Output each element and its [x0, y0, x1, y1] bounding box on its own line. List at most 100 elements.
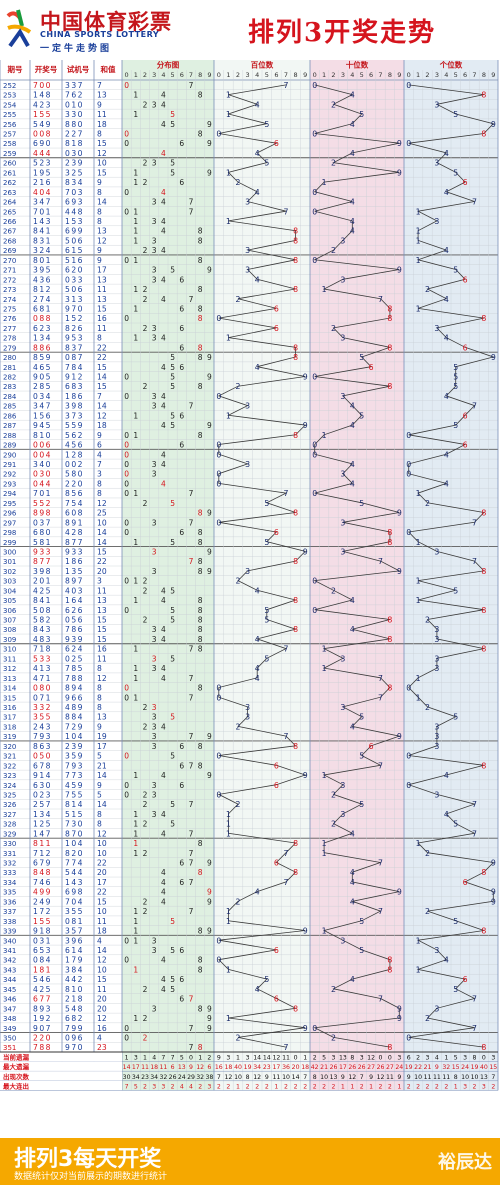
sum-value: 12 — [97, 1014, 107, 1023]
sum-value: 15 — [97, 616, 107, 625]
draw-number: 886 — [33, 343, 52, 352]
sum-value: 8 — [97, 703, 102, 712]
distribution-mark: 0 — [124, 790, 129, 799]
distribution-mark: 1 — [133, 664, 138, 673]
position-digit: 0 — [216, 470, 221, 479]
sum-value: 25 — [97, 509, 107, 518]
issue-number: 257 — [3, 131, 16, 139]
sum-value: 16 — [97, 1024, 107, 1033]
position-digit: 5 — [264, 616, 269, 625]
position-digit: 5 — [453, 985, 458, 994]
position-digit: 5 — [359, 411, 364, 420]
position-digit: 9 — [303, 421, 308, 430]
sum-value: 22 — [97, 343, 107, 352]
sum-value: 9 — [97, 178, 102, 187]
sum-value: 3 — [97, 577, 102, 586]
draw-number: 552 — [33, 499, 52, 508]
position-digit: 1 — [416, 227, 421, 236]
position-digit: 0 — [312, 1024, 317, 1033]
position-digit: 6 — [274, 304, 279, 313]
distribution-mark: 0 — [124, 489, 129, 498]
distribution-mark: 4 — [161, 664, 166, 673]
position-digit: 4 — [255, 888, 260, 897]
distribution-mark: 2 — [143, 246, 148, 255]
stat-value: 22 — [414, 1064, 422, 1071]
position-digit: 7 — [378, 761, 383, 770]
stat-value: 1 — [274, 1083, 278, 1090]
stats-label-bg — [0, 1071, 122, 1081]
test-number: 030 — [65, 149, 84, 158]
position-digit: 1 — [226, 965, 231, 974]
stat-value: 2 — [246, 1083, 250, 1090]
distribution-mark: 9 — [207, 1024, 212, 1033]
distribution-mark: 4 — [161, 91, 166, 100]
position-digit: 4 — [255, 363, 260, 372]
distribution-mark: 8 — [198, 227, 203, 236]
test-number: 793 — [65, 761, 84, 770]
test-number: 699 — [65, 227, 84, 236]
position-digit: 8 — [481, 509, 486, 518]
digit-header: 0 — [217, 71, 221, 79]
distribution-mark: 2 — [143, 907, 148, 916]
trend-line — [313, 84, 401, 1048]
distribution-mark: 6 — [179, 441, 184, 450]
issue-number: 331 — [3, 850, 16, 858]
distribution-mark: 4 — [161, 246, 166, 255]
position-digit: 4 — [444, 450, 449, 459]
position-digit: 7 — [378, 995, 383, 1004]
test-number: 179 — [65, 956, 84, 965]
distribution-mark: 8 — [198, 567, 203, 576]
test-number: 939 — [65, 635, 84, 644]
stat-value: 19 — [244, 1064, 252, 1071]
position-digit: 4 — [350, 897, 355, 906]
sum-value: 12 — [97, 499, 107, 508]
position-digit: 3 — [434, 742, 439, 751]
distribution-mark: 6 — [179, 363, 184, 372]
distribution-mark: 4 — [161, 985, 166, 994]
distribution-mark: 3 — [152, 625, 157, 634]
test-number: 877 — [65, 538, 84, 547]
position-digit: 2 — [236, 897, 241, 906]
position-digit: 4 — [350, 829, 355, 838]
digit-header: 6 — [463, 71, 467, 79]
stat-value: 8 — [350, 1055, 354, 1062]
distribution-mark: 0 — [124, 752, 129, 761]
issue-number: 303 — [3, 578, 16, 586]
stat-value: 10 — [461, 1074, 469, 1081]
distribution-mark: 0 — [124, 577, 129, 586]
digit-header: 9 — [303, 71, 307, 79]
distribution-mark: 3 — [152, 217, 157, 226]
position-digit: 1 — [226, 820, 231, 829]
position-digit: 3 — [434, 1004, 439, 1013]
draw-number: 831 — [33, 236, 52, 245]
issue-number: 288 — [3, 432, 16, 440]
distribution-mark: 3 — [152, 936, 157, 945]
test-number: 459 — [65, 781, 84, 790]
distribution-mark: 5 — [170, 120, 175, 129]
distribution-mark: 5 — [170, 654, 175, 663]
stat-value: 8 — [246, 1074, 250, 1081]
distribution-mark: 2 — [143, 985, 148, 994]
digit-header: 5 — [171, 71, 175, 79]
position-digit: 7 — [378, 295, 383, 304]
position-digit: 8 — [387, 382, 392, 391]
digit-header: 3 — [341, 71, 345, 79]
position-digit: 8 — [481, 606, 486, 615]
distribution-mark: 5 — [170, 266, 175, 275]
digit-header: 8 — [294, 71, 298, 79]
position-digit: 3 — [434, 732, 439, 741]
test-number: 785 — [65, 664, 84, 673]
stat-value: 2 — [171, 1083, 175, 1090]
stat-value: 2 — [322, 1083, 326, 1090]
issue-number: 348 — [3, 1015, 16, 1023]
brand-slogan: 一定牛走势图 — [40, 44, 113, 54]
position-digit: 0 — [312, 577, 317, 586]
stat-value: 13 — [178, 1064, 186, 1071]
issue-number: 351 — [3, 1044, 16, 1052]
position-digit: 9 — [303, 373, 308, 382]
stat-value: 13 — [480, 1074, 488, 1081]
stat-value: 12 — [348, 1074, 356, 1081]
distribution-mark: 4 — [161, 450, 166, 459]
test-number: 870 — [65, 829, 84, 838]
test-number: 788 — [65, 674, 84, 683]
